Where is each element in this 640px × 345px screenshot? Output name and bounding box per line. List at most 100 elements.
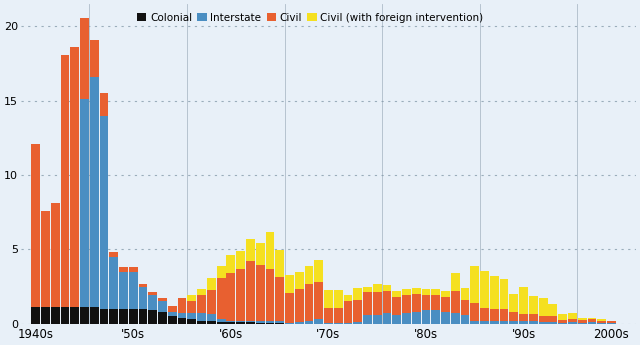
Bar	[451, 313, 460, 324]
Bar	[41, 307, 50, 324]
Bar	[285, 323, 294, 324]
Bar	[109, 309, 118, 324]
Bar	[275, 323, 284, 324]
Bar	[539, 322, 548, 324]
Bar	[236, 269, 245, 321]
Bar	[188, 295, 196, 302]
Bar	[607, 322, 616, 323]
Bar	[344, 323, 353, 324]
Bar	[197, 313, 206, 321]
Bar	[490, 321, 499, 324]
Bar	[334, 290, 342, 308]
Bar	[61, 307, 69, 324]
Bar	[461, 300, 470, 315]
Bar	[61, 55, 69, 307]
Bar	[558, 323, 567, 324]
Bar	[490, 276, 499, 309]
Bar	[431, 289, 440, 295]
Bar	[441, 312, 450, 324]
Bar	[373, 284, 381, 293]
Bar	[197, 295, 206, 313]
Bar	[31, 307, 40, 324]
Bar	[451, 273, 460, 291]
Bar	[451, 291, 460, 313]
Bar	[578, 320, 586, 323]
Bar	[597, 319, 606, 321]
Bar	[236, 322, 245, 324]
Bar	[207, 314, 216, 322]
Bar	[295, 322, 303, 324]
Bar	[100, 116, 108, 309]
Bar	[314, 282, 323, 319]
Bar	[246, 322, 255, 324]
Bar	[256, 265, 264, 322]
Bar	[578, 323, 586, 324]
Bar	[412, 288, 420, 294]
Bar	[324, 308, 333, 323]
Bar	[129, 309, 138, 324]
Bar	[207, 290, 216, 314]
Bar	[568, 313, 577, 319]
Bar	[256, 243, 264, 265]
Bar	[402, 313, 411, 324]
Bar	[344, 300, 353, 323]
Bar	[588, 318, 596, 319]
Bar	[168, 316, 177, 324]
Bar	[119, 309, 128, 324]
Bar	[422, 310, 431, 324]
Bar	[41, 211, 50, 307]
Bar	[266, 269, 275, 322]
Bar	[51, 307, 60, 324]
Bar	[80, 307, 89, 324]
Bar	[158, 312, 167, 324]
Bar	[334, 323, 342, 324]
Bar	[158, 302, 167, 312]
Bar	[412, 312, 420, 324]
Bar	[275, 322, 284, 323]
Bar	[207, 278, 216, 290]
Bar	[227, 321, 236, 322]
Bar	[314, 260, 323, 282]
Bar	[412, 294, 420, 312]
Bar	[275, 277, 284, 322]
Bar	[597, 321, 606, 323]
Bar	[334, 308, 342, 323]
Bar	[295, 289, 303, 322]
Bar	[178, 318, 186, 324]
Bar	[578, 318, 586, 320]
Bar	[470, 303, 479, 321]
Bar	[168, 306, 177, 312]
Bar	[305, 321, 314, 324]
Bar	[256, 322, 264, 323]
Bar	[597, 323, 606, 324]
Bar	[480, 322, 489, 324]
Bar	[266, 232, 275, 269]
Bar	[129, 272, 138, 309]
Bar	[109, 257, 118, 309]
Bar	[607, 323, 616, 324]
Bar	[568, 322, 577, 324]
Bar	[568, 319, 577, 322]
Bar	[178, 313, 186, 318]
Bar	[266, 323, 275, 324]
Bar	[344, 295, 353, 300]
Bar	[227, 273, 236, 321]
Bar	[227, 322, 236, 324]
Bar	[285, 275, 294, 293]
Bar	[148, 295, 157, 310]
Bar	[402, 295, 411, 313]
Bar	[100, 309, 108, 324]
Bar	[70, 47, 79, 307]
Bar	[314, 319, 323, 324]
Bar	[236, 321, 245, 322]
Bar	[158, 298, 167, 302]
Bar	[548, 304, 557, 316]
Bar	[227, 255, 236, 273]
Bar	[31, 144, 40, 307]
Bar	[119, 267, 128, 272]
Bar	[80, 18, 89, 99]
Bar	[441, 291, 450, 297]
Bar	[295, 272, 303, 289]
Bar	[422, 295, 431, 310]
Bar	[197, 321, 206, 324]
